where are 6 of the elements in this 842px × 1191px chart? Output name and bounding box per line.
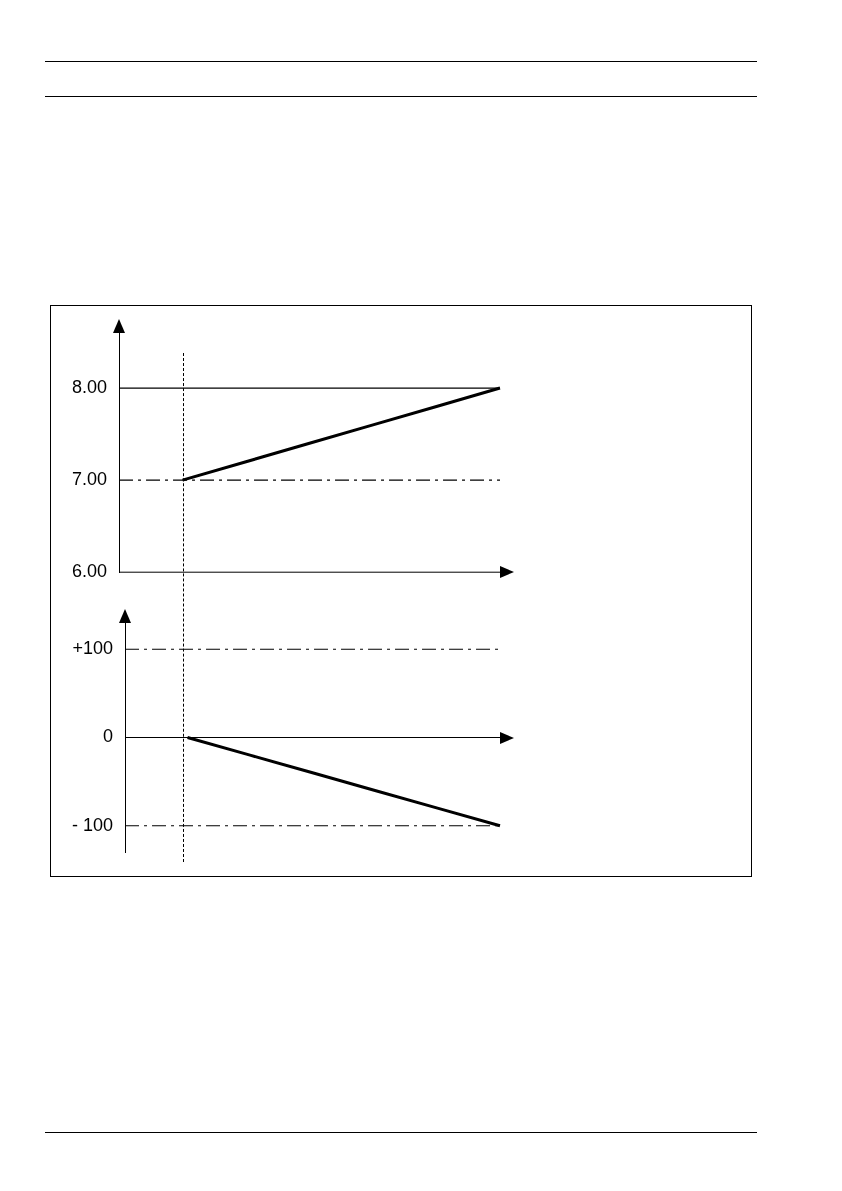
y-tick-label: - 100	[72, 814, 114, 835]
y-tick-label: 8.00	[71, 377, 108, 398]
y-tick-label: 6.00	[71, 561, 108, 582]
y-tick-label: +100	[72, 638, 114, 659]
y-tick-label: 0	[103, 726, 114, 747]
y-tick-label: 7.00	[71, 469, 108, 490]
